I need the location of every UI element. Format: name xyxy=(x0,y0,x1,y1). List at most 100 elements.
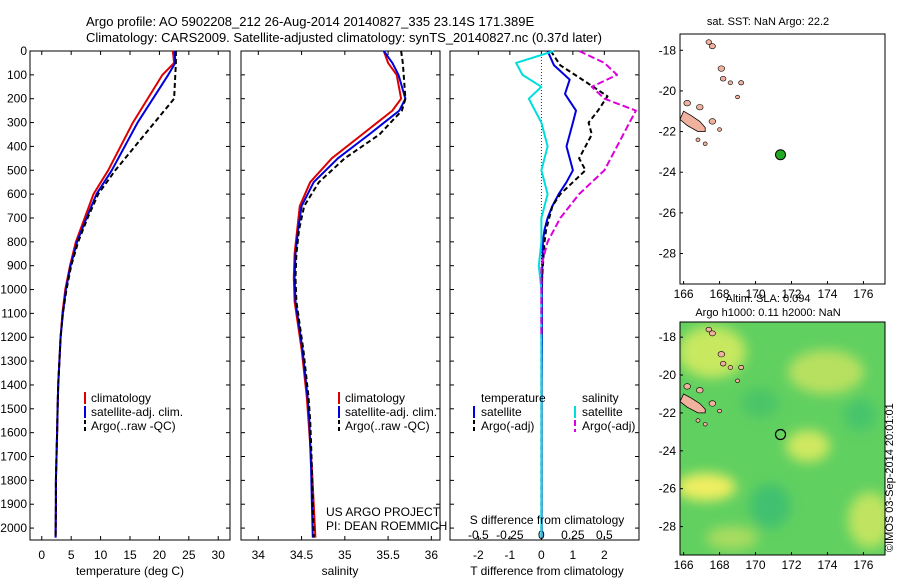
depth-tick-label: 900 xyxy=(7,259,27,273)
imos-watermark: ©IMOS 03-Sep-2014 20:01:01 xyxy=(884,403,896,552)
map-lon-label: 166 xyxy=(674,558,694,572)
depth-tick-label: 1500 xyxy=(0,402,27,416)
island xyxy=(738,364,745,370)
island xyxy=(727,365,733,370)
map-sla-float-marker xyxy=(774,428,787,441)
salinity-x-tick-label: 35 xyxy=(338,548,352,562)
header-line-1: Argo profile: AO 5902208_212 26-Aug-2014… xyxy=(86,14,535,29)
map-lon-label: 170 xyxy=(746,558,766,572)
map-lat-label: -22 xyxy=(659,125,677,139)
temperature-legend: climatology satellite-adj. clim. Argo(..… xyxy=(84,391,183,433)
island xyxy=(717,408,722,414)
temperature-xlabel: temperature (deg C) xyxy=(76,564,184,578)
island xyxy=(735,378,740,383)
difference-series-salinity-argo-adj- xyxy=(540,50,637,338)
new-caledonia-landmass xyxy=(679,110,706,133)
map-lat-label: -24 xyxy=(659,444,677,458)
island xyxy=(683,100,691,107)
depth-tick-label: 1800 xyxy=(0,473,27,487)
island xyxy=(695,137,701,142)
temperature-x-tick-label: 20 xyxy=(153,548,167,562)
legend-label-temp-sat: satellite xyxy=(481,405,522,419)
island xyxy=(695,418,701,423)
map-lon-label: 166 xyxy=(674,287,694,301)
salinity-axes-frame xyxy=(240,50,441,541)
map-lat-label: -28 xyxy=(659,247,677,261)
t-difference-label: T difference from climatology xyxy=(470,564,624,578)
salinity-xlabel: salinity xyxy=(322,564,359,578)
depth-tick-label: 200 xyxy=(7,92,27,106)
map-lon-label: 174 xyxy=(817,287,837,301)
s-diff-tick-label: 0.5 xyxy=(596,528,613,542)
depth-tick-label: 1300 xyxy=(0,354,27,368)
temperature-series-argo-raw-qc- xyxy=(54,51,177,538)
island xyxy=(702,422,708,427)
salinity-series-climatology xyxy=(292,50,403,538)
depth-tick-label: 1000 xyxy=(0,283,27,297)
temperature-series-satellite-adj-clim- xyxy=(54,50,177,538)
depth-tick-label: 600 xyxy=(7,187,27,201)
map-lon-label: 176 xyxy=(853,558,873,572)
island xyxy=(696,387,704,394)
map-lon-label: 170 xyxy=(746,287,766,301)
difference-series-temperature-argo-adj- xyxy=(540,50,609,538)
map-lat-label: -28 xyxy=(659,520,677,534)
map-sla-title-line1: Altim. SLA: 0.094 xyxy=(726,293,811,305)
depth-tick-label: 300 xyxy=(7,116,27,130)
difference-series-salinity-satellite xyxy=(515,50,555,538)
depth-tick-label: 1700 xyxy=(0,450,27,464)
temperature-x-tick-label: 0 xyxy=(38,548,45,562)
map-lon-label: 172 xyxy=(781,287,801,301)
legend-title-salinity: salinity xyxy=(582,391,619,405)
difference-series-temperature-satellite xyxy=(540,50,577,538)
salinity-x-tick-label: 34 xyxy=(252,548,266,562)
difference-x-tick-label: 2 xyxy=(601,548,608,562)
island xyxy=(696,104,704,111)
depth-tick-label: 1200 xyxy=(0,330,27,344)
island xyxy=(708,118,717,125)
depth-tick-label: 1400 xyxy=(0,378,27,392)
map-lat-label: -20 xyxy=(659,84,677,98)
temperature-x-tick-label: 30 xyxy=(212,548,226,562)
map-lat-label: -26 xyxy=(659,482,677,496)
map-sst-float-marker xyxy=(775,149,787,161)
salinity-legend-label-clim: climatology xyxy=(345,391,405,405)
legend-title-temperature: temperature xyxy=(481,391,546,405)
header-line-2: Climatology: CARS2009. Satellite-adjuste… xyxy=(86,30,602,45)
depth-tick-label: 800 xyxy=(7,235,27,249)
island xyxy=(702,141,708,146)
credit-project: US ARGO PROJECT xyxy=(326,505,441,519)
island xyxy=(705,326,712,333)
temperature-x-tick-label: 25 xyxy=(182,548,196,562)
temperature-series-climatology xyxy=(54,50,176,538)
island xyxy=(720,76,727,82)
island xyxy=(717,65,725,72)
temperature-axes-frame xyxy=(29,50,231,541)
island xyxy=(738,80,745,86)
salinity-legend: climatology satellite-adj. clim. Argo(..… xyxy=(338,391,437,433)
difference-x-tick-label: 1 xyxy=(570,548,577,562)
island xyxy=(720,360,727,367)
map-lon-label: 174 xyxy=(817,558,837,572)
depth-tick-label: 1900 xyxy=(0,497,27,511)
island xyxy=(727,80,733,86)
salinity-legend-label-argo: Argo(..raw -QC) xyxy=(345,419,430,433)
island xyxy=(708,330,716,337)
island xyxy=(717,351,725,358)
s-diff-tick-label: 0.25 xyxy=(561,528,585,542)
panel-salinity: 34 34.5 35 35.5 36 climatology satellite-adj… xyxy=(240,50,447,578)
legend-label-sal-argo: Argo(-adj) xyxy=(582,419,635,433)
salinity-legend-label-sat: satellite-adj. clim. xyxy=(345,405,437,419)
s-diff-tick-label: -0.5 xyxy=(468,528,489,542)
depth-tick-label: 1100 xyxy=(1,306,27,320)
legend-label-temp-argo: Argo(-adj) xyxy=(481,419,534,433)
island xyxy=(708,43,716,50)
difference-legend: temperature salinity satellite Argo(-adj… xyxy=(473,391,635,433)
salinity-x-tick-label: 36 xyxy=(425,548,439,562)
map-sla-title-line2: Argo h1000: 0.11 h2000: NaN xyxy=(695,307,840,319)
depth-tick-label: 100 xyxy=(7,68,27,82)
island xyxy=(708,400,717,407)
difference-x-tick-label: -1 xyxy=(505,548,516,562)
depth-tick-label: 400 xyxy=(7,139,27,153)
